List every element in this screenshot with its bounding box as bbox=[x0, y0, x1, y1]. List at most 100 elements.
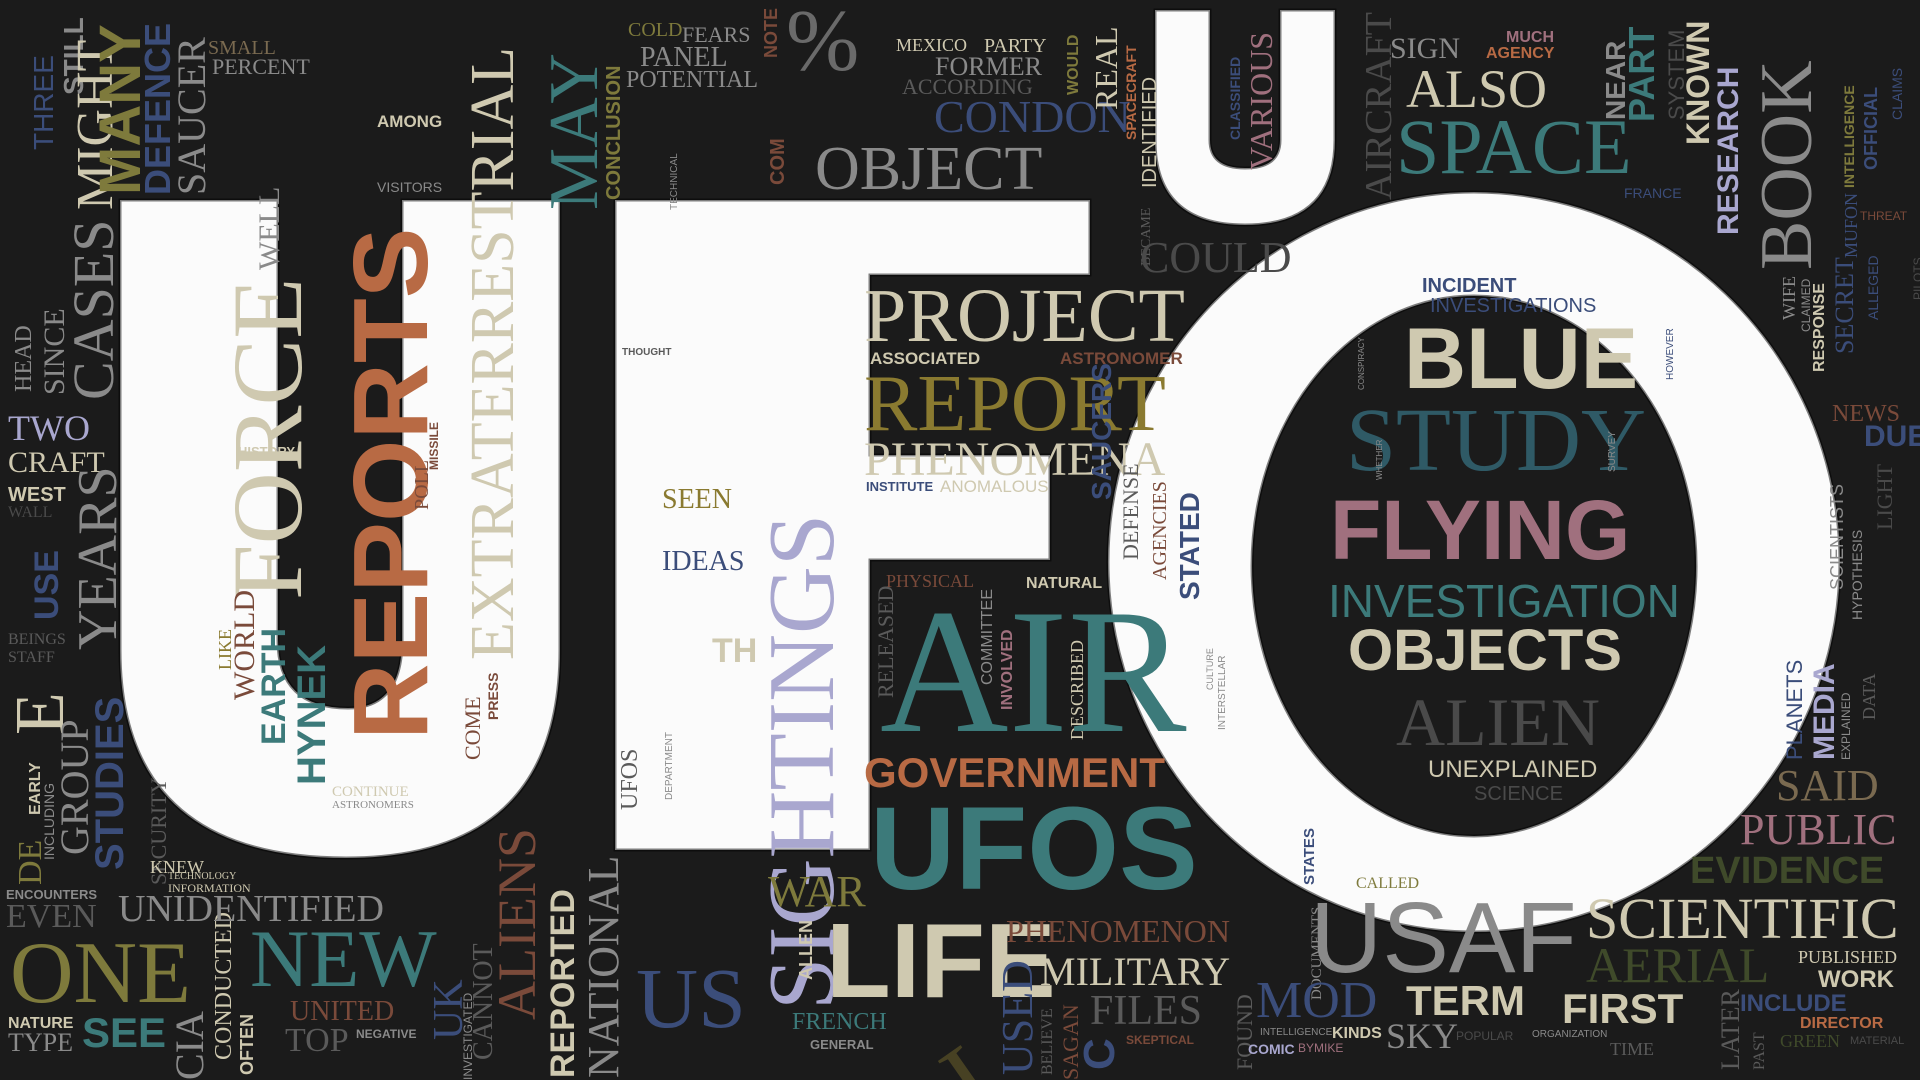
word-official: OFFICIAL bbox=[1861, 87, 1881, 170]
word-percent: PERCENT bbox=[212, 54, 310, 79]
word-public: PUBLIC bbox=[1740, 805, 1897, 854]
word-include: INCLUDE bbox=[1740, 990, 1847, 1017]
word-wall: WALL bbox=[8, 504, 53, 521]
word-data: DATA bbox=[1859, 673, 1879, 720]
word-however: HOWEVER bbox=[1665, 328, 1676, 380]
word-study: STUDY bbox=[1346, 391, 1647, 490]
word-called: CALLED bbox=[1356, 875, 1420, 892]
word-conclusion: CONCLUSION bbox=[603, 65, 625, 200]
word-technology: TECHNOLOGY bbox=[168, 871, 237, 882]
word-among: AMONG bbox=[377, 112, 443, 131]
word-incident: INCIDENT bbox=[1422, 275, 1517, 297]
word-survey: SURVEY bbox=[1607, 431, 1618, 472]
word-extraterrestrial: EXTRATERRESTRIAL bbox=[459, 46, 527, 660]
word-united: UNITED bbox=[290, 996, 395, 1027]
word-threat: THREAT bbox=[1860, 209, 1908, 223]
word-sky: SKY bbox=[1386, 1016, 1459, 1056]
word-nature: NATURE bbox=[8, 1015, 74, 1032]
word-technical: TECHNICAL bbox=[669, 153, 680, 210]
word-hypothesis: HYPOTHESIS bbox=[1849, 529, 1865, 620]
word-said: SAID bbox=[1776, 761, 1879, 810]
word-work: WORK bbox=[1818, 966, 1894, 993]
word-percent-sign: % bbox=[786, 0, 860, 90]
word-sign: SIGN bbox=[1390, 32, 1461, 65]
word-cia: CIA bbox=[167, 1011, 212, 1080]
word-ufos: UFOS bbox=[870, 783, 1198, 915]
word-published: PUBLISHED bbox=[1798, 947, 1898, 967]
word-report: REPORT bbox=[864, 360, 1166, 448]
word-kinds: KINDS bbox=[1332, 1025, 1382, 1042]
word-mod: MOD bbox=[1256, 972, 1378, 1029]
word-real: REAL bbox=[1088, 26, 1124, 110]
word-news: NEWS bbox=[1832, 401, 1900, 427]
word-first: FIRST bbox=[1562, 985, 1684, 1032]
word-conspiracy: CONSPIRACY bbox=[1357, 337, 1366, 390]
word-years: YEARS bbox=[67, 466, 129, 650]
word-blue: BLUE bbox=[1404, 311, 1639, 407]
word-culture: CULTURE bbox=[1205, 648, 1215, 690]
word-physical: PHYSICAL bbox=[886, 571, 975, 591]
word-wife: WIFE bbox=[1779, 276, 1799, 320]
word-unexplained: UNEXPLAINED bbox=[1428, 756, 1598, 783]
word-popular: POPULAR bbox=[1456, 1029, 1514, 1043]
word-craft: CRAFT bbox=[8, 446, 105, 479]
word-top: TOP bbox=[285, 1022, 349, 1059]
word-media: MEDIA bbox=[1808, 663, 1841, 760]
word-alleged: ALLEGED bbox=[1865, 255, 1881, 320]
word-see: SEE bbox=[82, 1009, 167, 1056]
word-party: PARTY bbox=[984, 35, 1047, 57]
word-information: INFORMATION bbox=[168, 881, 251, 895]
word-hynek: HYNEK bbox=[290, 644, 334, 785]
word-missile: MISSILE bbox=[427, 421, 441, 470]
word-agency: AGENCY bbox=[1486, 45, 1555, 62]
word-material: MATERIAL bbox=[1850, 1035, 1905, 1047]
word-interstellar: INTERSTELLAR bbox=[1217, 655, 1228, 730]
word-ideas: IDEAS bbox=[662, 546, 745, 577]
word-director: DIRECTOR bbox=[1800, 1015, 1884, 1032]
word-conducted: CONDUCTED bbox=[211, 912, 237, 1060]
word-claims: CLAIMS bbox=[1889, 67, 1905, 120]
word-files: FILES bbox=[1090, 988, 1203, 1034]
word-earth: EARTH bbox=[255, 627, 293, 745]
word-green: GREEN bbox=[1780, 1031, 1840, 1051]
word-research: RESEARCH bbox=[1712, 66, 1745, 235]
word-according: ACCORDING bbox=[902, 74, 1033, 99]
word-new: NEW bbox=[250, 913, 437, 1004]
word-negative: NEGATIVE bbox=[356, 1027, 417, 1041]
word-knew: KNEW bbox=[150, 857, 204, 877]
word-department: DEPARTMENT bbox=[664, 732, 675, 800]
word-objects: OBJECTS bbox=[1348, 618, 1622, 683]
word-history: HISTORY bbox=[238, 444, 296, 459]
word-flying: FLYING bbox=[1330, 483, 1631, 577]
word-us: US bbox=[636, 950, 746, 1046]
word-classified: CLASSIFIED bbox=[1227, 56, 1243, 140]
word-much: MUCH bbox=[1506, 29, 1554, 46]
word-explained: EXPLAINED bbox=[1839, 692, 1853, 760]
word-even: EVEN bbox=[6, 898, 97, 935]
word-skeptical: SKEPTICAL bbox=[1126, 1033, 1195, 1047]
word-thought: THOUGHT bbox=[622, 347, 672, 358]
word-investigated: INVESTIGATED bbox=[461, 992, 475, 1080]
word-time: TIME bbox=[1610, 1039, 1654, 1059]
word-two: TWO bbox=[8, 408, 90, 448]
word-well: WELL bbox=[253, 186, 286, 270]
word-beings: BEINGS bbox=[8, 631, 66, 648]
word-scientific: SCIENTIFIC bbox=[1586, 886, 1899, 951]
word-secret: SECRET bbox=[1830, 257, 1859, 354]
word-space: SPACE bbox=[1396, 103, 1632, 190]
word-due: DUE bbox=[1864, 420, 1920, 453]
word-spacecraft: SPACECRAFT bbox=[1123, 45, 1139, 140]
word-government: GOVERNMENT bbox=[864, 749, 1166, 796]
word-panel: PANEL bbox=[640, 42, 728, 73]
word-associated: ASSOCIATED bbox=[870, 349, 981, 368]
word-french: FRENCH bbox=[792, 1009, 887, 1035]
word-planets: PLANETS bbox=[1782, 659, 1807, 760]
word-com: COM bbox=[767, 138, 789, 185]
word-astronomer: ASTRONOMER bbox=[1060, 349, 1183, 368]
word-life: LIFE bbox=[826, 902, 1056, 1020]
word-bymike: BYMIKE bbox=[1298, 1041, 1344, 1055]
word-would: WOULD bbox=[1065, 34, 1082, 95]
word-also: ALSO bbox=[1406, 59, 1548, 119]
word-book: BOOK bbox=[1746, 60, 1828, 270]
word-potential: POTENTIAL bbox=[626, 67, 758, 93]
